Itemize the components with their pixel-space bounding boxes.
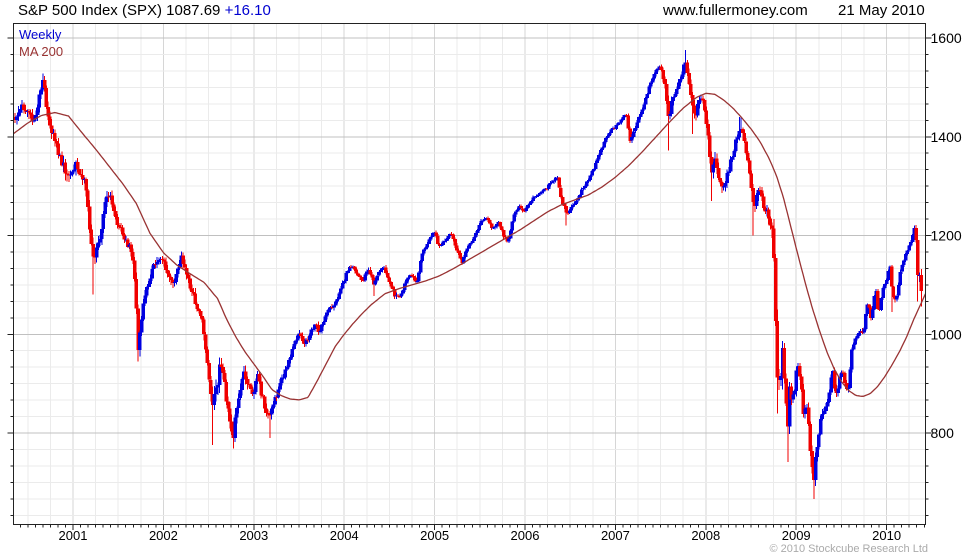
svg-text:1000: 1000	[931, 326, 962, 342]
svg-text:2002: 2002	[149, 528, 178, 543]
x-axis-labels: 2001 2002 2003 2004 2005 2006 2007 2008 2009 2010	[59, 528, 902, 543]
svg-text:2008: 2008	[691, 528, 720, 543]
candles	[13, 49, 924, 500]
svg-text:2005: 2005	[420, 528, 449, 543]
price-change: +16.10	[224, 2, 271, 19]
copyright-notice: © 2010 Stockcube Research Ltd	[769, 543, 928, 555]
grid	[13, 23, 926, 525]
y-axis-labels: 800 1000 1200 1400 1600	[931, 30, 962, 441]
svg-text:1400: 1400	[931, 129, 962, 145]
svg-text:1600: 1600	[931, 30, 962, 46]
plot-border-and-ticks	[7, 23, 932, 530]
ma-label: MA 200	[19, 44, 64, 59]
date-label: 21 May 2010	[838, 2, 925, 19]
svg-text:800: 800	[931, 425, 955, 441]
svg-text:2004: 2004	[330, 528, 359, 543]
chart-title: S&P 500 Index (SPX) 1087.69 +16.10	[18, 2, 271, 20]
timeframe-label: Weekly	[19, 27, 62, 42]
svg-text:2010: 2010	[872, 528, 901, 543]
svg-text:2001: 2001	[59, 528, 88, 543]
ma-line	[13, 92, 926, 401]
site-label: www.fullermoney.com	[663, 2, 808, 19]
chart-title-text: S&P 500 Index (SPX)	[18, 2, 162, 19]
svg-text:2009: 2009	[782, 528, 811, 543]
svg-text:2003: 2003	[239, 528, 268, 543]
last-price: 1087.69	[166, 2, 221, 19]
svg-text:2006: 2006	[511, 528, 540, 543]
svg-text:1200: 1200	[931, 228, 962, 244]
svg-text:2007: 2007	[601, 528, 630, 543]
